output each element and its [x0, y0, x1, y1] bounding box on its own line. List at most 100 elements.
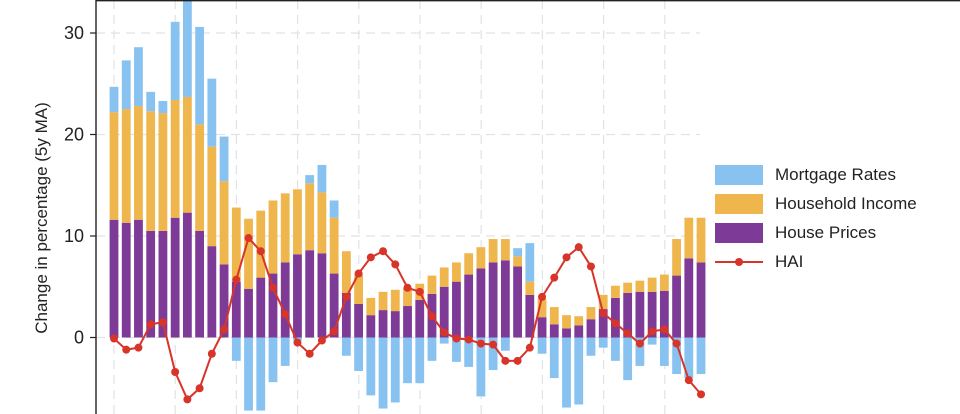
bar-mortgage-rates — [537, 337, 547, 354]
bar-house-prices — [452, 281, 461, 338]
point-hai — [611, 319, 620, 328]
y-tick-label: 10 — [64, 226, 84, 246]
bar-mortgage-rates — [158, 101, 168, 114]
point-hai — [134, 343, 143, 352]
point-hai — [599, 309, 608, 318]
bar-household-income — [231, 207, 241, 282]
bar-household-income — [672, 239, 681, 276]
bar-house-prices — [647, 291, 657, 338]
bar-household-income — [121, 109, 131, 223]
point-hai — [440, 328, 449, 337]
bar-mortgage-rates — [280, 337, 290, 366]
point-hai — [293, 338, 302, 347]
bar-household-income — [598, 294, 608, 310]
point-hai — [354, 269, 363, 278]
point-hai — [574, 243, 583, 252]
bar-household-income — [537, 298, 547, 318]
point-hai — [220, 325, 229, 334]
y-tick-label: 0 — [74, 328, 84, 348]
point-hai — [586, 262, 595, 271]
point-hai — [501, 356, 510, 365]
bar-household-income — [439, 267, 449, 287]
bar-house-prices — [378, 310, 388, 338]
bar-mortgage-rates — [317, 164, 327, 193]
bar-house-prices — [562, 328, 571, 338]
bar-house-prices — [109, 219, 119, 338]
bar-house-prices — [390, 311, 400, 338]
bar-household-income — [696, 217, 706, 263]
bar-mortgage-rates — [476, 337, 486, 397]
y-axis-label: Change in percentage (5y MA) — [32, 102, 51, 334]
point-hai — [122, 345, 131, 354]
bar-house-prices — [256, 277, 266, 338]
bar-mortgage-rates — [513, 248, 522, 257]
bar-house-prices — [293, 254, 302, 338]
bar-house-prices — [598, 309, 608, 338]
point-hai — [195, 384, 204, 393]
bar-household-income — [280, 193, 290, 263]
legend-item-household-income: Household Income — [715, 189, 917, 218]
point-hai — [513, 356, 522, 365]
point-hai — [146, 320, 155, 329]
bar-house-prices — [513, 266, 522, 338]
bar-house-prices — [231, 281, 241, 338]
point-hai — [415, 287, 424, 296]
bar-house-prices — [586, 319, 596, 338]
bar-house-prices — [305, 250, 315, 338]
bar-household-income — [366, 297, 376, 316]
point-hai — [110, 334, 118, 343]
point-hai — [403, 283, 412, 292]
bar-house-prices — [219, 264, 229, 338]
bar-household-income — [170, 99, 180, 218]
point-hai — [489, 340, 498, 349]
bar-mortgage-rates — [427, 337, 437, 361]
bar-mortgage-rates — [207, 78, 217, 147]
point-hai — [244, 234, 253, 243]
bar-household-income — [244, 218, 253, 289]
bar-household-income — [635, 280, 645, 292]
bar-house-prices — [623, 292, 633, 338]
point-hai — [342, 292, 351, 301]
legend-swatch-household-income — [715, 193, 763, 214]
bar-house-prices — [415, 299, 425, 338]
bar-household-income — [146, 111, 156, 231]
bar-household-income — [500, 239, 510, 261]
bar-mortgage-rates — [623, 337, 633, 381]
bar-mortgage-rates — [170, 21, 180, 100]
bar-house-prices — [207, 246, 217, 338]
bar-mortgage-rates — [329, 200, 339, 218]
bar-mortgage-rates — [182, 0, 192, 97]
bar-mortgage-rates — [121, 60, 131, 110]
point-hai — [672, 339, 681, 348]
bar-household-income — [647, 277, 657, 292]
bar-household-income — [611, 285, 620, 298]
point-hai — [281, 310, 290, 319]
bar-household-income — [549, 307, 559, 325]
bar-house-prices — [329, 273, 339, 338]
bar-house-prices — [574, 325, 584, 338]
point-hai — [452, 334, 461, 343]
bar-mortgage-rates — [146, 91, 156, 112]
bar-household-income — [195, 124, 205, 231]
point-hai — [538, 292, 547, 301]
point-hai — [623, 329, 632, 338]
bar-household-income — [513, 256, 522, 267]
bar-house-prices — [439, 286, 449, 338]
bar-household-income — [134, 106, 143, 220]
bar-household-income — [427, 275, 437, 294]
bar-household-income — [182, 96, 192, 213]
bar-mortgage-rates — [611, 337, 620, 361]
bar-house-prices — [354, 304, 363, 338]
bar-household-income — [293, 189, 302, 255]
point-hai — [660, 325, 669, 334]
legend-label-hai: HAI — [775, 251, 804, 271]
bar-mortgage-rates — [109, 86, 119, 113]
bar-house-prices — [635, 291, 645, 338]
bar-house-prices — [268, 273, 278, 338]
bar-mortgage-rates — [390, 337, 400, 403]
bar-mortgage-rates — [562, 337, 571, 408]
point-hai — [268, 283, 277, 292]
bar-mortgage-rates — [231, 337, 241, 361]
bar-mortgage-rates — [415, 337, 425, 384]
